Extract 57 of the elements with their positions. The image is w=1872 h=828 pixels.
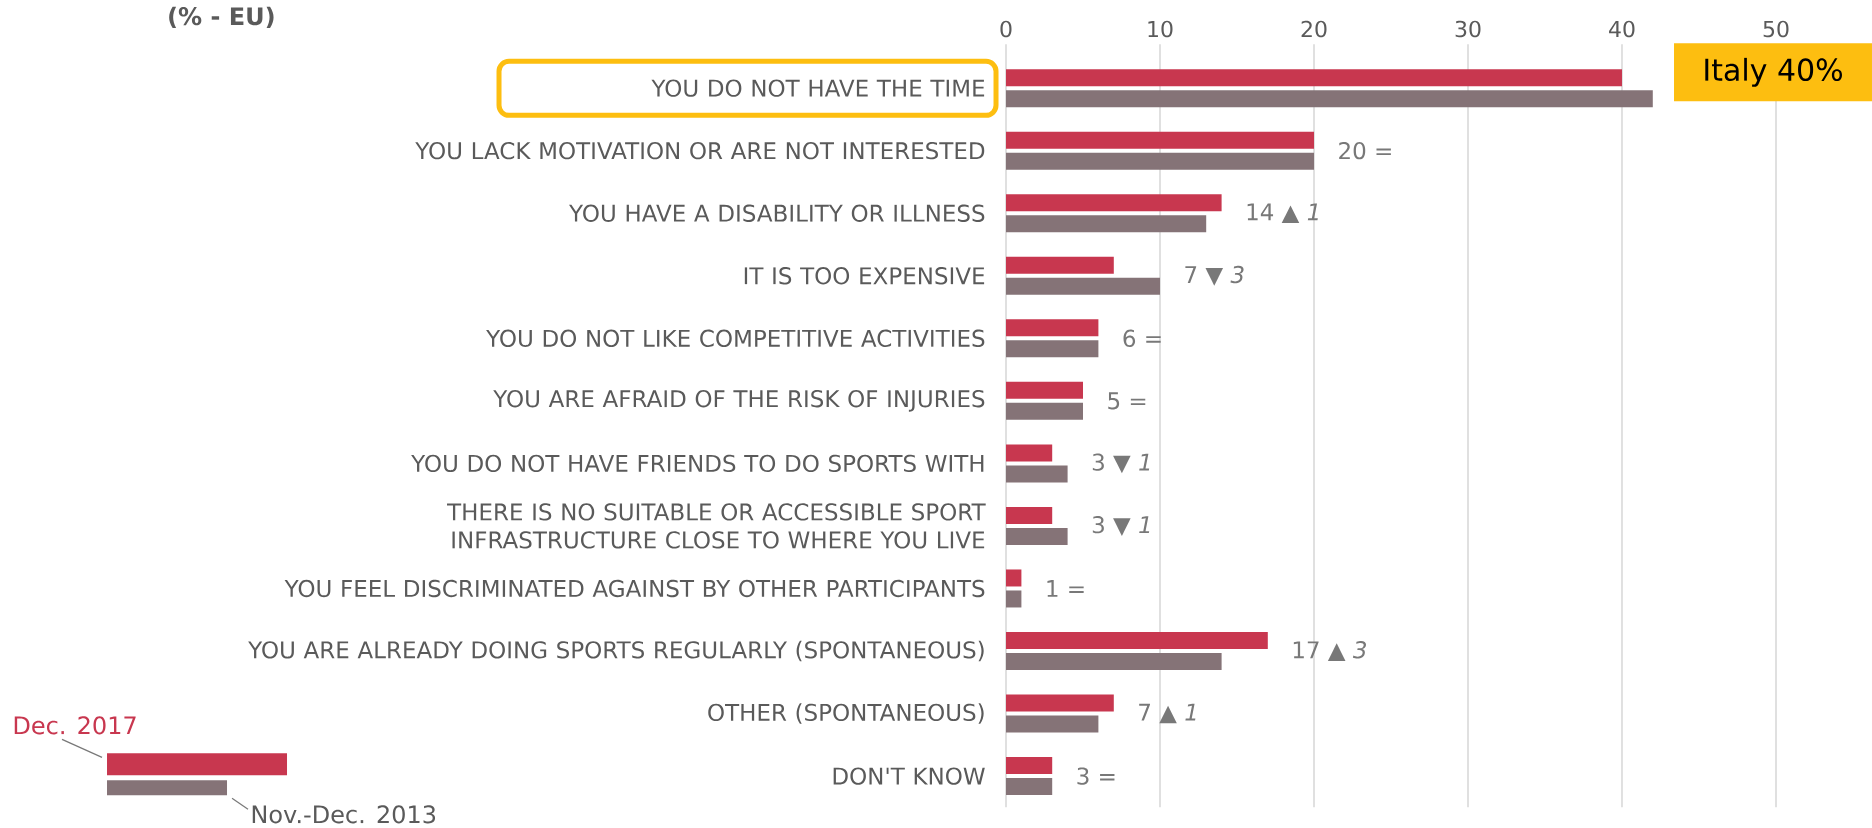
bar [1006,215,1207,233]
x-tick-label: 0 [1000,20,1012,38]
data-label: 3 ▼ 1 [1092,453,1150,474]
x-tick-label: 30 [1455,20,1481,38]
bar [1006,194,1222,212]
data-label: 3 = [1077,767,1115,785]
y-tick-label: YOU DO NOT HAVE FRIENDS TO DO SPORTS WITH [411,454,984,472]
bar [1006,652,1222,670]
data-label: 5 = [1108,392,1146,410]
bar [1006,631,1268,649]
data-label: 20 = [1339,141,1391,160]
bar [1006,319,1099,337]
bar [1006,277,1160,295]
y-tick-label: OTHER (SPONTANEOUS) [708,703,984,724]
bar [1006,152,1314,170]
bar [1006,89,1653,107]
x-tick-label: 50 [1763,20,1789,38]
bar [1006,444,1053,462]
data-label: 3 ▼ 1 [1092,515,1150,536]
legend-label: Nov.-Dec. 2013 [252,805,436,824]
x-tick-label: 40 [1609,20,1635,38]
y-tick-label: YOU HAVE A DISABILITY OR ILLNESS [569,204,985,222]
y-tick-label: IT IS TOO EXPENSIVE [744,266,985,285]
y-tick-label: YOU ARE AFRAID OF THE RISK OF INJURIES [493,389,985,412]
bar [1006,256,1114,274]
bar [1006,68,1622,86]
bar [1006,590,1022,608]
y-tick-label: YOU DO NOT HAVE THE TIME [651,79,985,97]
bar [1006,506,1053,524]
bar [1006,131,1314,149]
bar [1006,527,1068,545]
data-label: 1 = [1047,579,1084,597]
bar [1006,381,1083,399]
y-tick-label: YOU FEEL DISCRIMINATED AGAINST BY OTHER PARTICIPANTS [284,579,985,597]
data-label: 6 = [1123,329,1161,347]
data-label: 14 ▲ 1 [1247,203,1318,223]
x-tick-label: 10 [1148,20,1173,38]
y-tick-label: THERE IS NO SUITABLE OR ACCESSIBLE SPORT INFRASTRUCTURE CLOSE TO WHERE YOU LIVE [447,503,986,549]
bar [1006,402,1083,420]
bar [1006,756,1053,774]
text: Dec. 2017 [14,716,136,735]
annotation: Italy 40% [1705,57,1842,87]
bar [1006,777,1053,795]
text: (% - EU) [169,6,274,28]
bar [1006,465,1068,483]
x-tick-label: 20 [1301,20,1327,38]
bar [1006,715,1099,733]
data-label: 7 ▼ 3 [1185,265,1244,286]
data-label: 7 ▲ 1 [1139,703,1196,724]
y-tick-label: YOU LACK MOTIVATION OR ARE NOT INTERESTED [415,141,985,160]
data-label: 17 ▲ 3 [1293,640,1367,661]
y-tick-label: YOU DO NOT LIKE COMPETITIVE ACTIVITIES [486,329,985,347]
y-tick-label: YOU ARE ALREADY DOING SPORTS REGULARLY (SPONTANEOUS) [248,640,984,662]
bar [1006,569,1022,587]
bar [1006,694,1114,712]
bar [1006,340,1099,358]
y-tick-label: DON'T KNOW [833,767,985,785]
